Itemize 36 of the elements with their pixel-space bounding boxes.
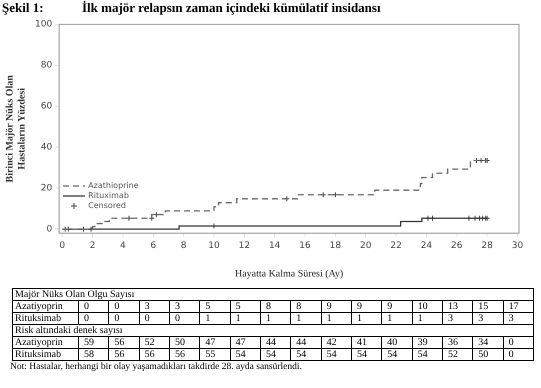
x-tick-label: 24 [420,240,432,251]
legend-label: Azathioprine [88,181,139,192]
y-tick-label: 40 [40,142,52,153]
x-axis-title: Hayatta Kalma Süresi (Ay) [234,268,344,280]
x-tick-label: 26 [451,240,463,251]
x-tick-label: 14 [268,240,281,251]
x-tick-label: 4 [120,240,126,251]
y-tick-label: 20 [40,184,52,194]
x-tick-label: 30 [512,240,524,251]
text: Rituksimab 0 0 0 0 1 1 1 1 1 1 1 1 3 3 3 [15,313,514,324]
y-axis-title: Birinci Majör Nüks Olan Hastaların Yüzdesi [4,74,28,182]
x-tick-label: 2 [90,240,96,251]
text: Şekil 1: [2,0,45,16]
x-tick-label: 8 [180,240,187,251]
x-tick-label: 28 [481,240,494,251]
y-tick-label: 100 [34,20,52,30]
x-tick-label: 0 [59,240,66,251]
y-tick-label: 80 [40,60,52,71]
text: Not: Hastalar, herhangi bir olay yaşamadıkları takdirde 28. ayda sansürlendi. [9,361,303,373]
legend-label: Censored [88,201,126,212]
text: Majör Nüks Olan Olgu Sayısı [12,288,534,300]
x-tick-label: 18 [330,240,342,251]
y-tick-label: 0 [46,224,52,234]
x-tick-label: 10 [208,240,220,251]
y-tick-label: 60 [40,102,52,112]
text: Rituksimab 58 56 56 56 55 54 54 54 54 54 54 54 52 50 0 [15,349,514,360]
x-tick-label: 20 [360,240,372,251]
text: Azatiyoprin 0 0 3 3 5 5 8 8 9 9 9 10 13 15 17 [15,301,519,312]
x-tick-label: 16 [299,240,312,251]
chart-title: İlk majör relapsın zaman içindeki kümülatif insidansı [82,0,381,16]
x-tick-label: 12 [238,240,250,251]
legend-label: Rituximab [88,191,129,202]
text: Risk altındaki denek sayısı [12,324,534,336]
x-tick-label: 22 [390,240,402,251]
x-tick-label: 6 [150,240,156,251]
text: Azatiyoprin 59 56 52 50 47 47 44 44 42 41 40 39 36 34 0 [15,337,514,348]
